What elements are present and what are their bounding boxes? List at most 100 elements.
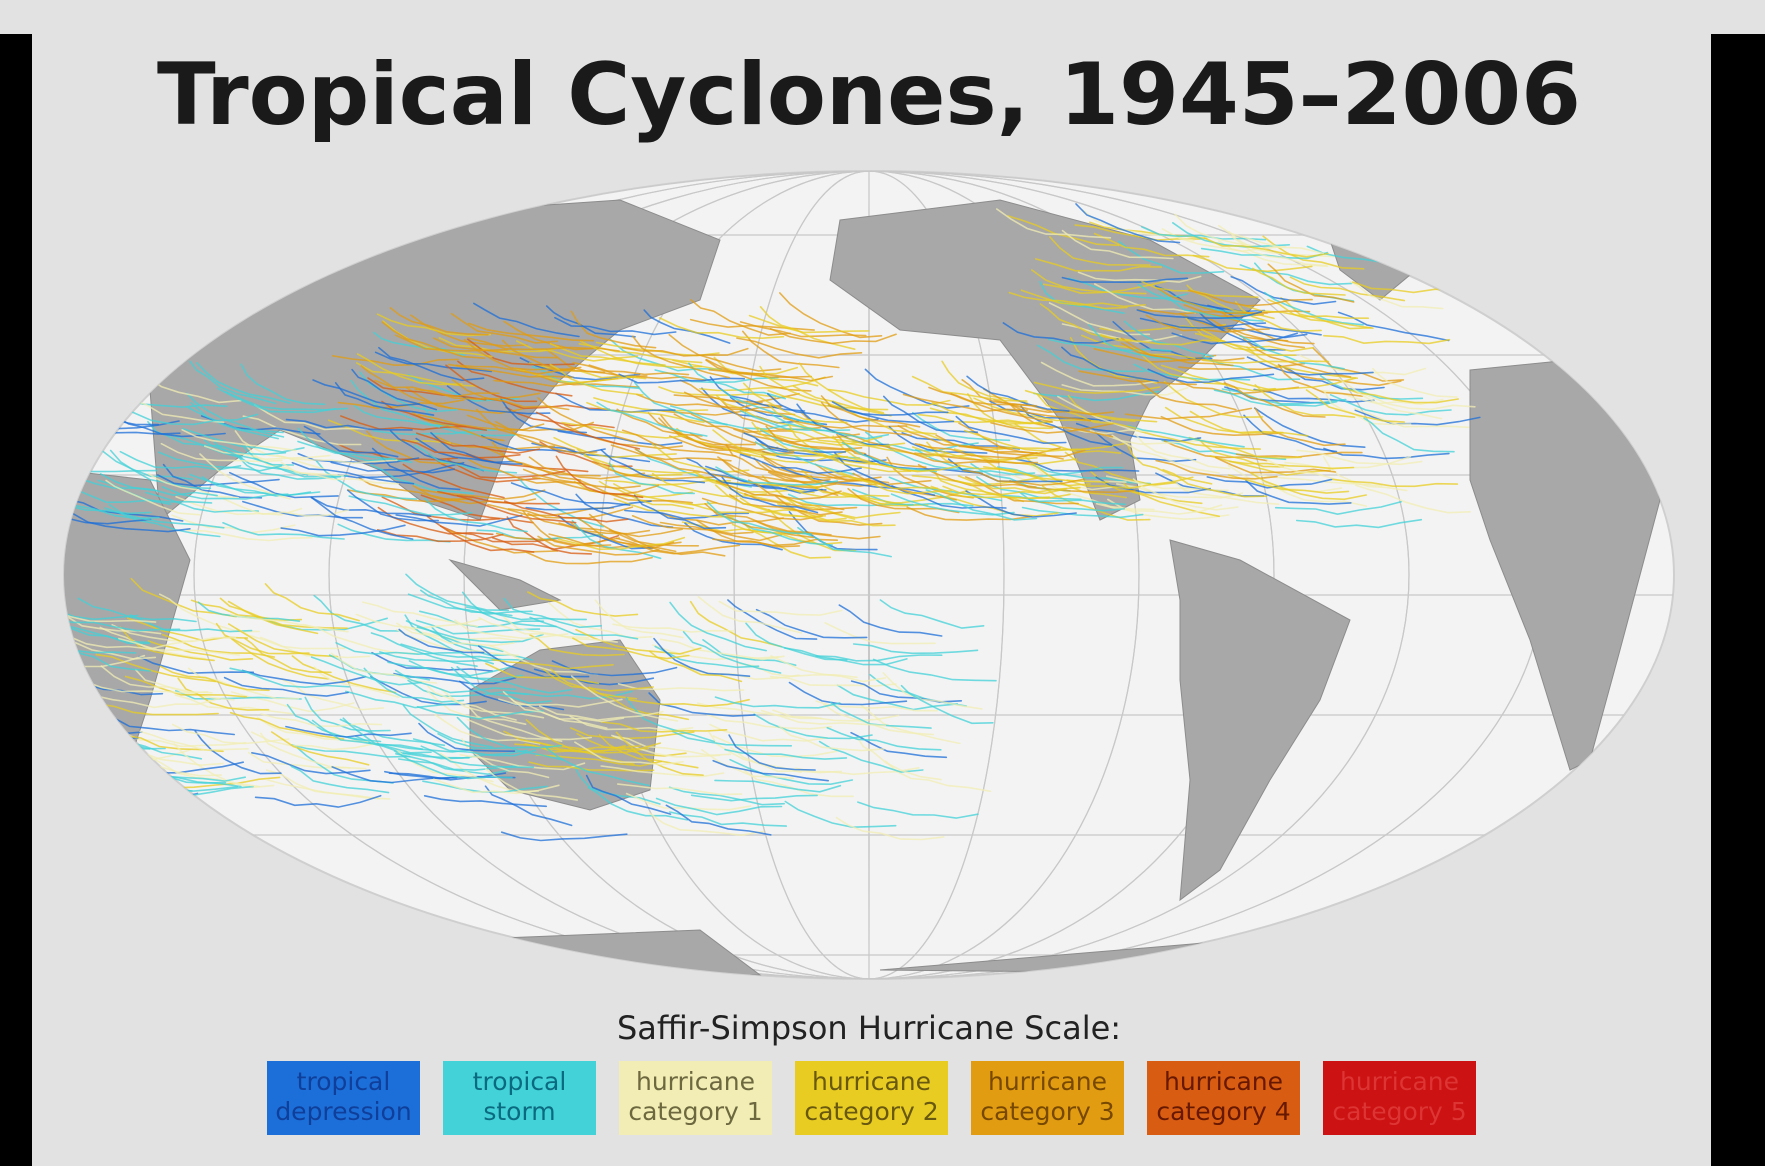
track: [902, 393, 1028, 413]
track: [537, 535, 660, 556]
track: [389, 429, 485, 472]
track: [588, 364, 706, 381]
track: [1118, 240, 1225, 274]
track: [381, 496, 501, 522]
track: [689, 600, 783, 648]
track: [767, 389, 889, 411]
track: [963, 429, 1091, 453]
track: [204, 445, 331, 461]
track: [765, 425, 867, 455]
track: [824, 622, 936, 645]
legend-label: category 5: [1332, 1097, 1466, 1126]
track: [820, 395, 921, 428]
track: [610, 444, 732, 462]
meridian: [328, 171, 1410, 979]
track: [1077, 271, 1202, 283]
track: [856, 736, 942, 781]
track: [217, 387, 337, 414]
track: [312, 379, 421, 407]
track: [578, 343, 703, 364]
track: [1251, 472, 1371, 486]
track: [173, 743, 275, 789]
track: [1337, 311, 1450, 342]
meridian: [733, 171, 1005, 979]
track: [890, 493, 1015, 516]
track: [330, 461, 456, 474]
track: [612, 623, 736, 633]
track: [553, 436, 677, 459]
track: [337, 399, 465, 410]
track: [379, 651, 502, 663]
track: [139, 730, 249, 752]
track: [715, 466, 839, 486]
title: Tropical Cyclones, 1945–2006: [157, 45, 1581, 145]
track: [64, 594, 139, 621]
track: [1349, 281, 1444, 310]
track: [572, 361, 690, 376]
track: [412, 738, 537, 757]
track: [621, 429, 737, 457]
track: [1024, 455, 1127, 499]
track: [1245, 479, 1352, 505]
track: [186, 529, 313, 542]
track: [1252, 267, 1346, 296]
track: [714, 779, 842, 793]
track: [668, 333, 782, 372]
track: [489, 644, 599, 676]
track: [510, 698, 625, 723]
track: [1372, 367, 1458, 398]
track: [912, 446, 1038, 461]
track: [1319, 374, 1424, 400]
track: [696, 519, 801, 548]
track: [555, 455, 644, 499]
track: [1289, 276, 1406, 302]
track: [827, 388, 951, 406]
legend-swatch: [267, 1061, 420, 1135]
track: [228, 623, 338, 658]
track: [345, 690, 460, 709]
track: [406, 387, 523, 415]
track: [64, 491, 160, 520]
track: [350, 379, 441, 428]
track: [1111, 434, 1220, 474]
track: [235, 453, 342, 480]
legend-label: category 1: [628, 1097, 762, 1126]
track: [1218, 224, 1324, 255]
track: [450, 666, 552, 705]
track: [290, 765, 390, 794]
track: [1126, 442, 1213, 485]
track: [1008, 291, 1128, 310]
legend-label: hurricane: [1164, 1067, 1283, 1096]
track: [426, 690, 527, 725]
track: [712, 759, 829, 782]
track: [888, 426, 988, 454]
legend-label: category 2: [804, 1097, 938, 1126]
track: [478, 617, 590, 639]
track: [852, 643, 979, 655]
track: [394, 669, 517, 694]
track: [941, 360, 1029, 404]
track: [311, 719, 424, 750]
track: [229, 613, 349, 633]
legend-label: category 3: [980, 1097, 1114, 1126]
track: [1034, 258, 1162, 272]
track: [315, 459, 418, 500]
track: [705, 359, 813, 379]
legend-label: hurricane: [1340, 1067, 1459, 1096]
track: [727, 599, 818, 640]
track: [1323, 334, 1451, 345]
track: [414, 388, 541, 400]
track: [770, 655, 886, 683]
track: [983, 388, 1091, 422]
track: [1061, 229, 1174, 260]
meridian: [598, 171, 1140, 979]
track: [466, 414, 594, 432]
track: [600, 721, 728, 733]
track: [715, 394, 817, 430]
track: [440, 688, 545, 719]
track: [891, 485, 1007, 509]
track: [579, 340, 703, 369]
track: [549, 363, 644, 396]
track: [1178, 362, 1306, 371]
